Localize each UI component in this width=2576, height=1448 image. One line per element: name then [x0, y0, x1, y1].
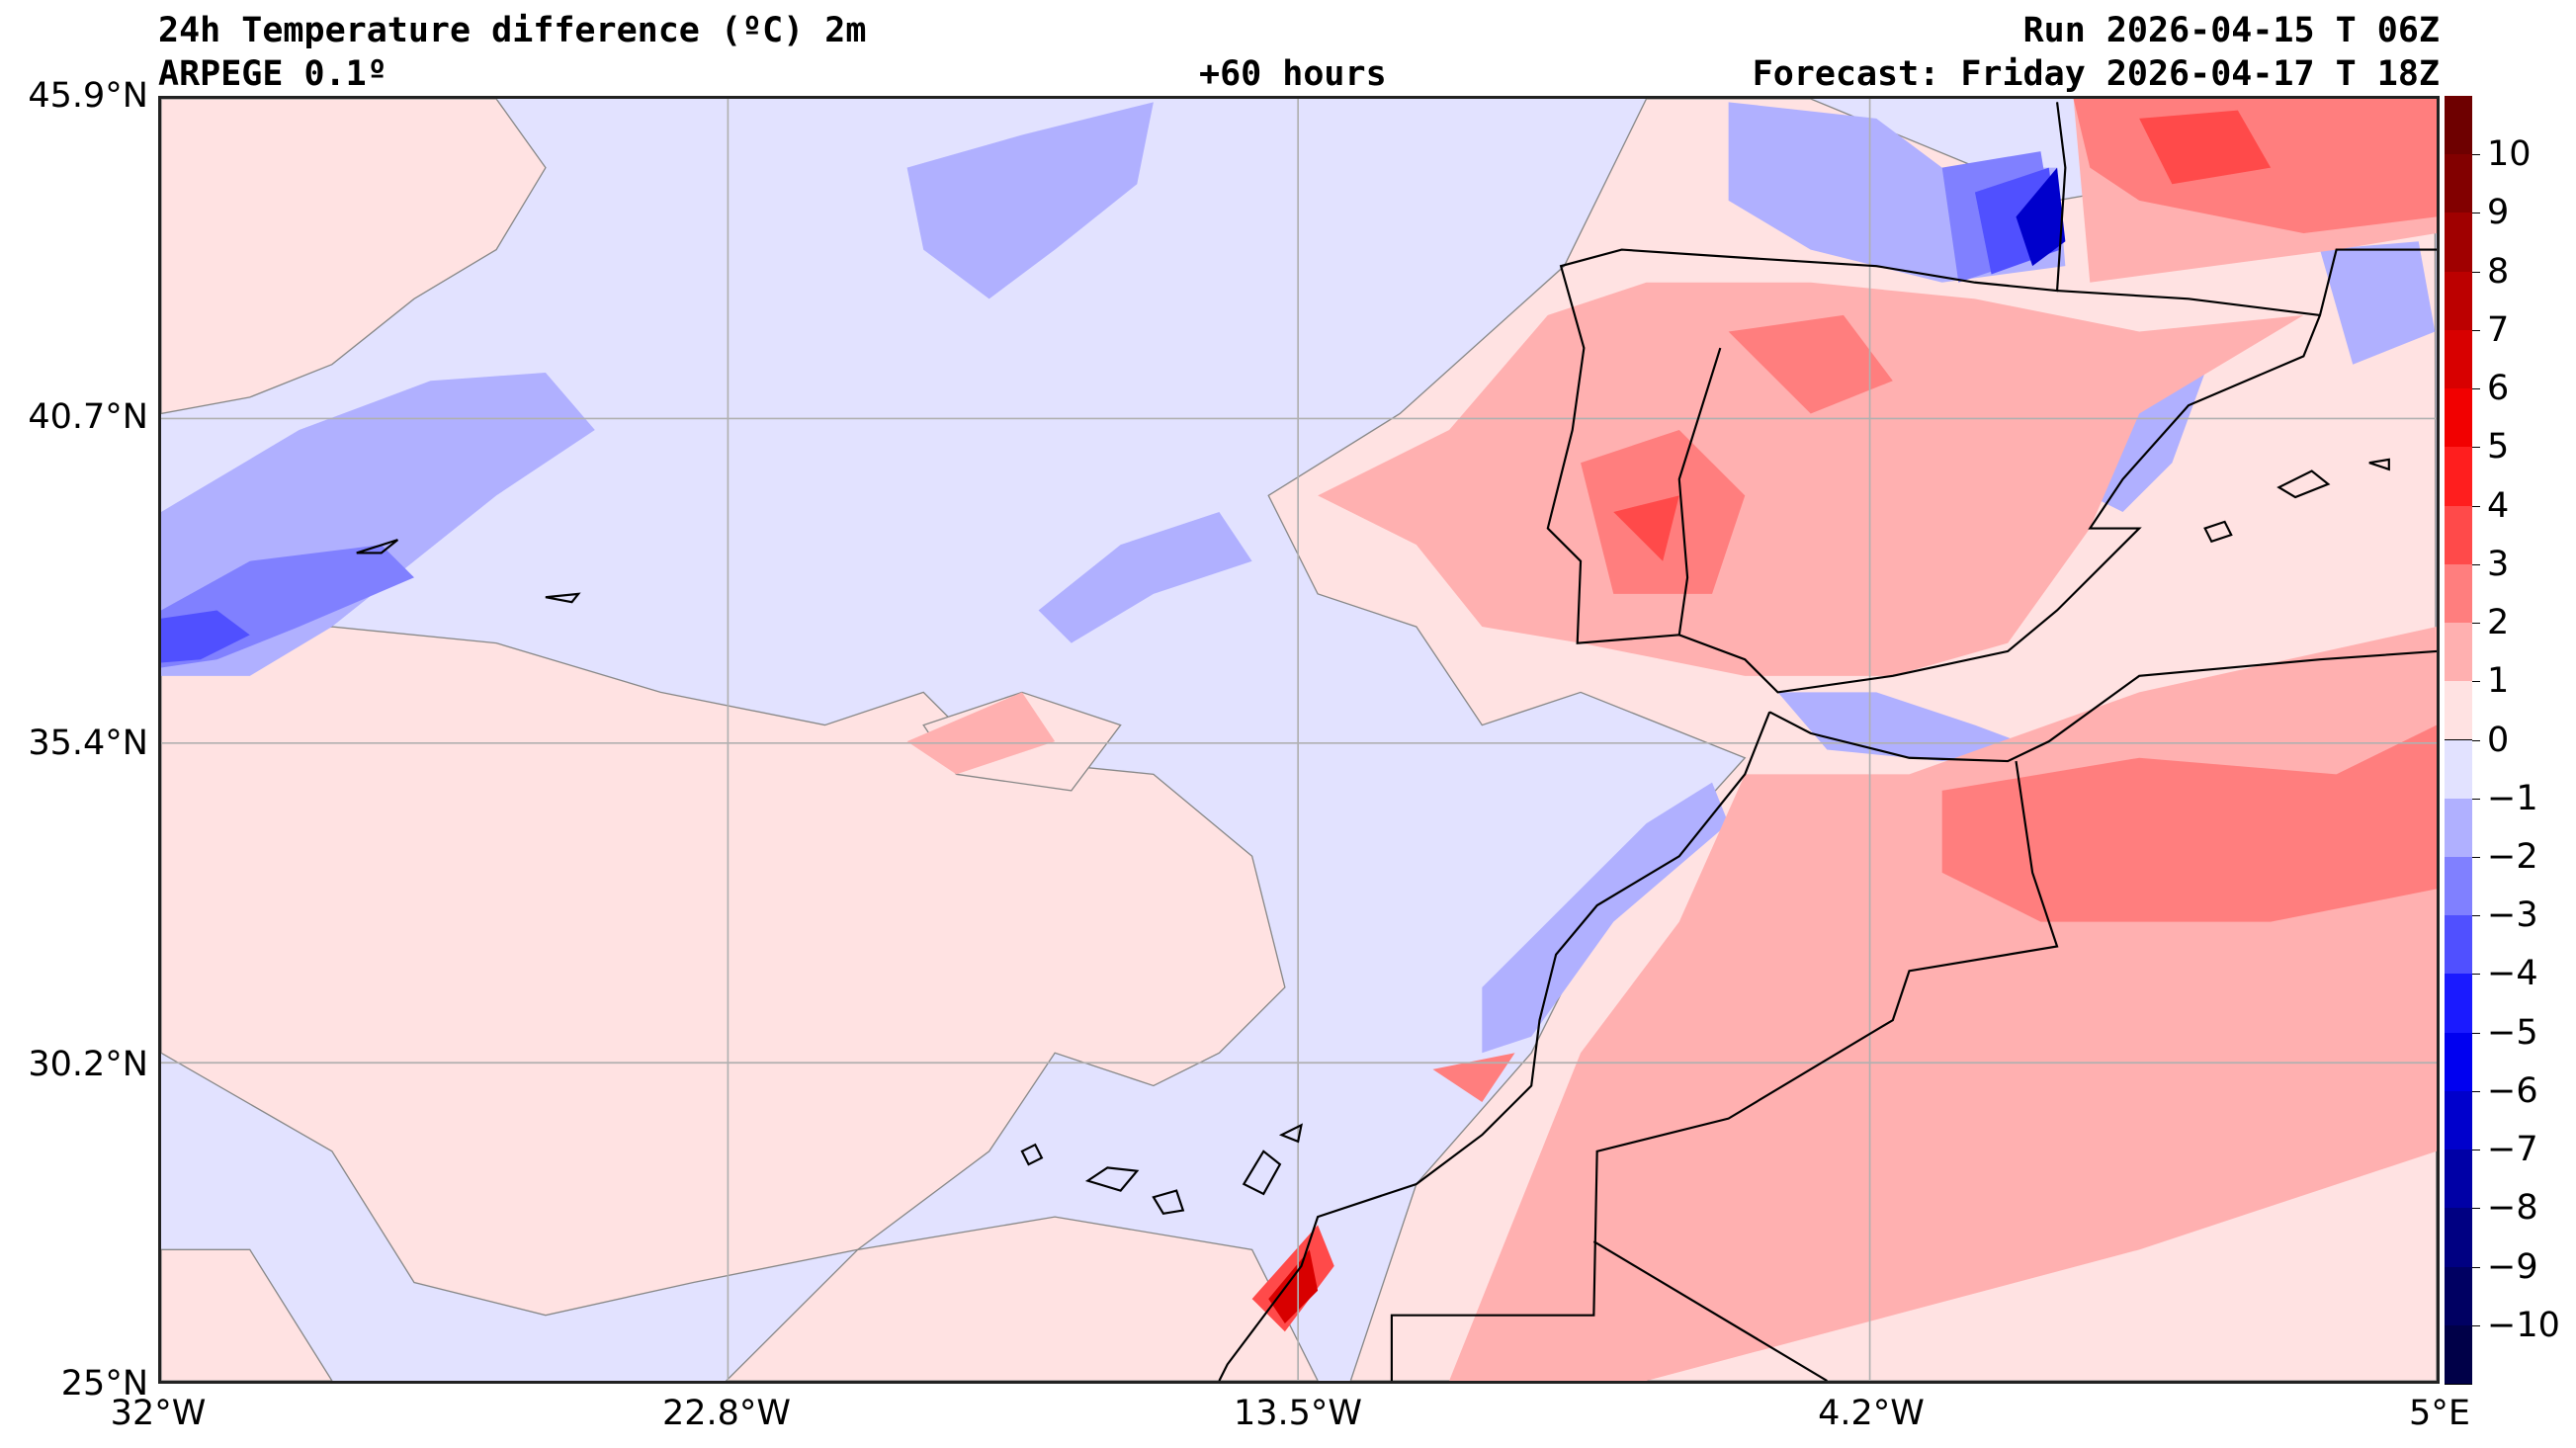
colorbar-band: [2445, 213, 2472, 273]
colorbar-band: [2445, 1090, 2472, 1151]
colorbar-tick-label: −8: [2487, 1188, 2538, 1229]
colorbar-tick-mark: [2472, 271, 2480, 273]
colorbar-band: [2445, 96, 2472, 156]
colorbar-band: [2445, 388, 2472, 449]
colorbar-tick-label: 9: [2487, 193, 2510, 233]
colorbar-tick-label: 8: [2487, 251, 2510, 292]
colorbar: [2445, 96, 2472, 1385]
lead-time-label: +60 hours: [1199, 54, 1387, 94]
colorbar-tick-mark: [2472, 388, 2480, 390]
colorbar-tick-mark: [2472, 1032, 2480, 1034]
colorbar-tick-label: 10: [2487, 134, 2532, 175]
colorbar-tick-mark: [2472, 915, 2480, 917]
colorbar-tick-mark: [2472, 856, 2480, 858]
colorbar-band: [2445, 1032, 2472, 1092]
lon-label: 32°W: [110, 1394, 207, 1433]
colorbar-tick-mark: [2472, 798, 2480, 800]
run-label: Run 2026-04-15 T 06Z: [2022, 11, 2440, 50]
colorbar-tick-mark: [2472, 1324, 2480, 1326]
colorbar-band: [2445, 974, 2472, 1034]
colorbar-tick-label: −4: [2487, 954, 2538, 994]
colorbar-band: [2445, 798, 2472, 858]
colorbar-tick-label: −9: [2487, 1246, 2538, 1287]
colorbar-tick-mark: [2472, 1090, 2480, 1092]
colorbar-tick-label: 7: [2487, 309, 2510, 350]
colorbar-band: [2445, 1324, 2472, 1385]
colorbar-band: [2445, 739, 2472, 800]
colorbar-band: [2445, 915, 2472, 976]
colorbar-band: [2445, 1266, 2472, 1326]
positive-region-extreme: [1268, 1249, 1319, 1323]
colorbar-tick-label: 1: [2487, 661, 2510, 702]
colorbar-band: [2445, 447, 2472, 507]
lon-label: 5°E: [2409, 1394, 2470, 1433]
colorbar-tick-mark: [2472, 505, 2480, 507]
colorbar-tick-mark: [2472, 154, 2480, 156]
colorbar-tick-label: −1: [2487, 778, 2538, 818]
colorbar-tick-mark: [2472, 623, 2480, 625]
lon-label: 4.2°W: [1818, 1394, 1925, 1433]
colorbar-tick-mark: [2472, 1208, 2480, 1210]
colorbar-tick-mark: [2472, 329, 2480, 331]
colorbar-tick-label: −2: [2487, 836, 2538, 877]
colorbar-band: [2445, 154, 2472, 214]
colorbar-band: [2445, 563, 2472, 625]
colorbar-band: [2445, 623, 2472, 683]
colorbar-band: [2445, 505, 2472, 565]
colorbar-tick-mark: [2472, 563, 2480, 565]
colorbar-tick-label: −7: [2487, 1130, 2538, 1170]
colorbar-band: [2445, 329, 2472, 390]
colorbar-tick-mark: [2472, 1266, 2480, 1268]
colorbar-tick-label: 0: [2487, 720, 2510, 760]
lat-label: 35.4°N: [28, 724, 148, 763]
lat-label: 30.2°N: [28, 1045, 148, 1084]
graticule: [161, 99, 2437, 1381]
coastlines: [356, 102, 2437, 1381]
colorbar-tick-label: 4: [2487, 485, 2510, 526]
colorbar-band: [2445, 681, 2472, 741]
colorbar-tick-label: −6: [2487, 1070, 2538, 1111]
map-title: 24h Temperature difference (ºC) 2m: [158, 11, 867, 50]
lat-label: 25°N: [60, 1364, 148, 1404]
colorbar-tick-label: 6: [2487, 369, 2510, 409]
colorbar-band: [2445, 271, 2472, 331]
negative-region-extreme: [2016, 167, 2066, 267]
colorbar-band: [2445, 856, 2472, 917]
colorbar-tick-mark: [2472, 974, 2480, 976]
colorbar-tick-label: −5: [2487, 1012, 2538, 1053]
colorbar-band: [2445, 1150, 2472, 1210]
colorbar-tick-label: −3: [2487, 895, 2538, 936]
colorbar-tick-label: 5: [2487, 427, 2510, 468]
lat-label: 40.7°N: [28, 397, 148, 437]
colorbar-tick-label: 2: [2487, 603, 2510, 643]
colorbar-tick-label: −10: [2487, 1305, 2560, 1345]
forecast-label: Forecast: Friday 2026-04-17 T 18Z: [1752, 54, 2440, 94]
colorbar-tick-mark: [2472, 739, 2480, 741]
lat-label: 45.9°N: [28, 76, 148, 116]
colorbar-band: [2445, 1208, 2472, 1268]
model-label: ARPEGE 0.1º: [158, 54, 387, 94]
colorbar-tick-mark: [2472, 447, 2480, 449]
lon-label: 13.5°W: [1233, 1394, 1363, 1433]
temperature-difference-map: [158, 96, 2440, 1384]
lon-label: 22.8°W: [661, 1394, 792, 1433]
colorbar-tick-mark: [2472, 681, 2480, 683]
colorbar-tick-label: 3: [2487, 544, 2510, 584]
